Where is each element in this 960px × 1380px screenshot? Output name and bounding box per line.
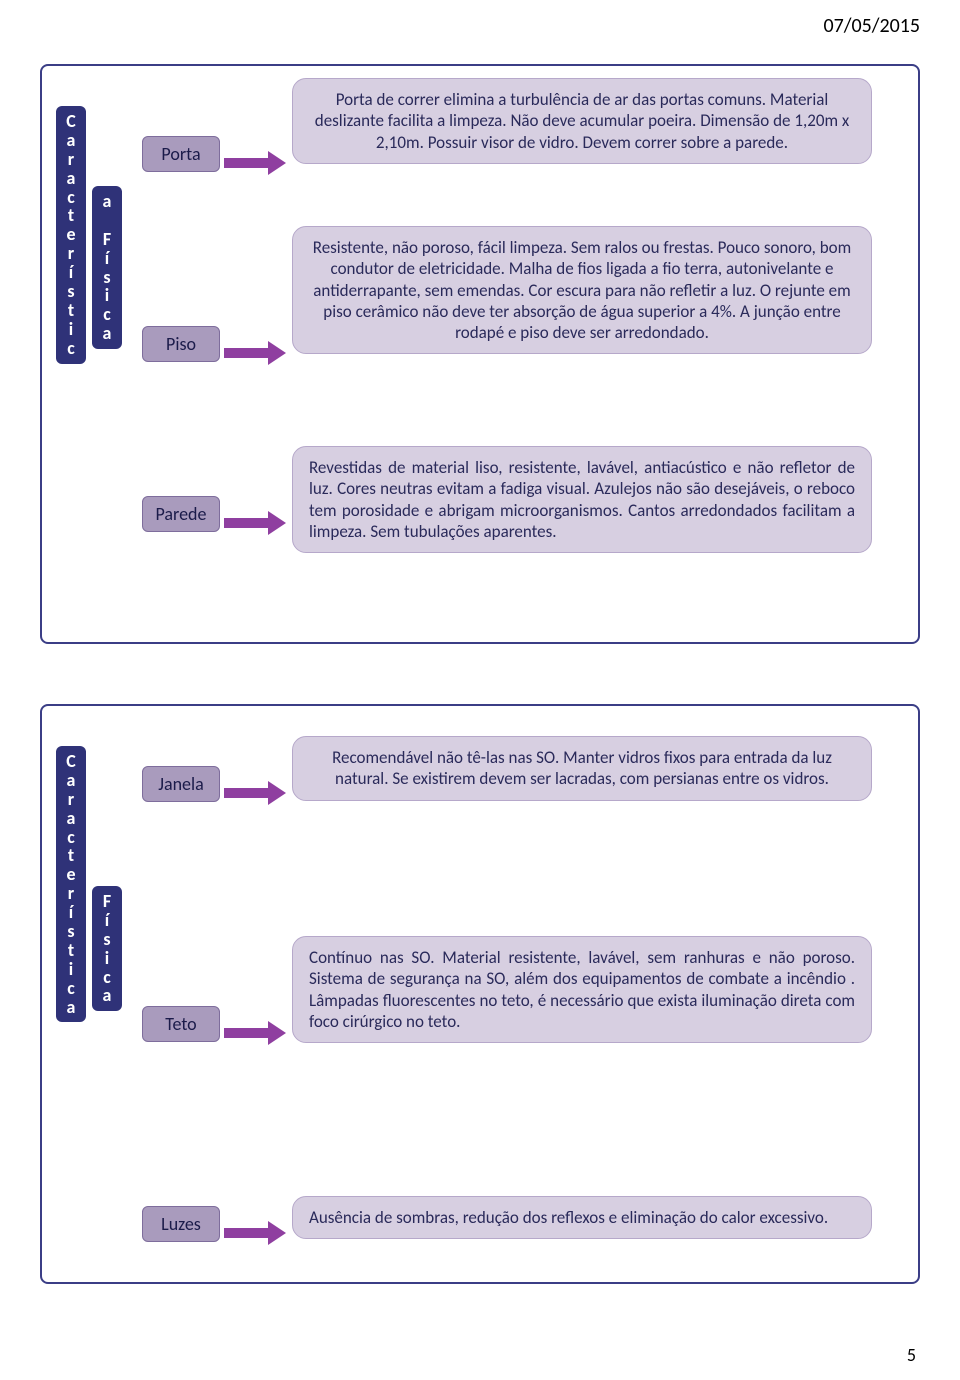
vertical-label-caracteristica: Característica [56,746,86,1022]
page-number: 5 [0,1344,960,1380]
bubble-porta: Porta de correr elimina a turbulência de… [292,78,872,164]
badge-teto: Teto [142,1006,220,1042]
badge-janela: Janela [142,766,220,802]
arrow-luzes [224,1221,284,1245]
vertical-label-fisica: a Física [92,186,122,349]
arrow-piso [224,341,284,365]
arrow-porta [224,151,284,175]
bubble-piso: Resistente, não poroso, fácil limpeza. S… [292,226,872,354]
bubble-parede: Revestidas de material liso, resistente,… [292,446,872,553]
bubble-luzes: Ausência de sombras, redução dos reflexo… [292,1196,872,1239]
badge-luzes: Luzes [142,1206,220,1242]
slide-2: Característica Física Janela Teto Luzes … [40,704,920,1284]
badge-parede: Parede [142,496,220,532]
badge-porta: Porta [142,136,220,172]
arrow-parede [224,511,284,535]
badge-piso: Piso [142,326,220,362]
bubble-teto: Contínuo nas SO. Material resistente, la… [292,936,872,1043]
slide-1: Característic a Física Porta Piso Parede… [40,64,920,644]
arrow-teto [224,1021,284,1045]
page-date: 07/05/2015 [0,0,960,44]
vertical-label-fisica-2: Física [92,886,122,1011]
bubble-janela: Recomendável não tê-las nas SO. Manter v… [292,736,872,801]
vertical-label-caracteristic: Característic [56,106,86,364]
arrow-janela [224,781,284,805]
